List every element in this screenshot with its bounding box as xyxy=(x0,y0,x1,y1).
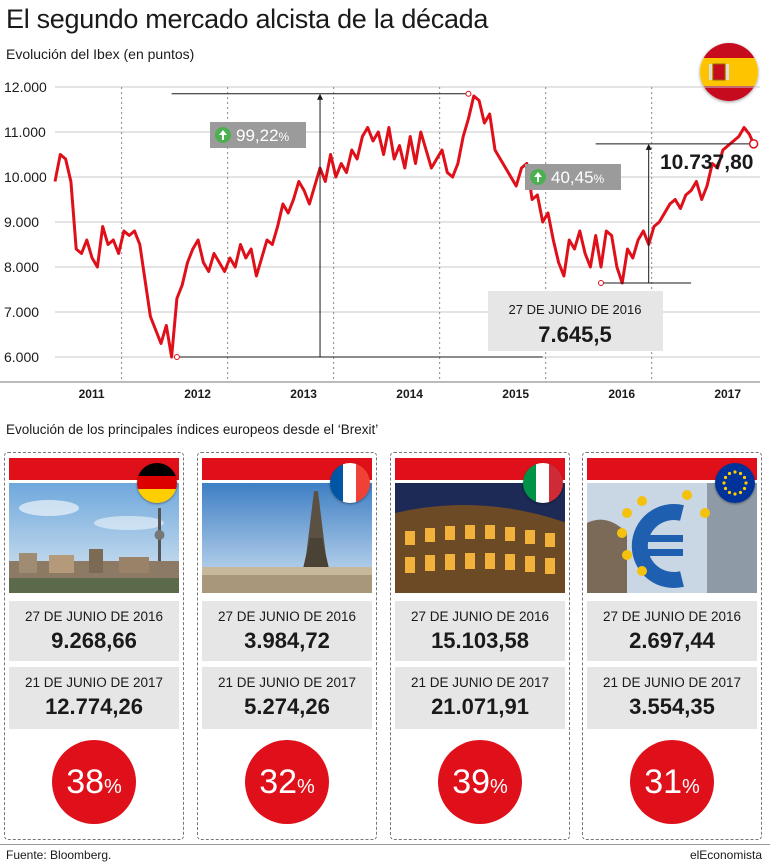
change-percent: 39 xyxy=(452,763,491,801)
start-value-box: 27 DE JUNIO DE 2016 9.268,66 xyxy=(9,601,179,661)
low-point-marker xyxy=(173,354,180,360)
y-tick-label: 9.000 xyxy=(4,214,39,230)
start-value-box: 27 DE JUNIO DE 2016 2.697,44 xyxy=(587,601,757,661)
card-header-bar xyxy=(202,458,372,480)
end-value: 12.774,26 xyxy=(45,694,143,719)
y-tick-label: 8.000 xyxy=(4,259,39,275)
gain-badge-2: 40,45% xyxy=(525,164,621,190)
section-title: Evolución de los principales índices eur… xyxy=(6,422,379,437)
end-value-box: 21 DE JUNIO DE 2017 12.774,26 xyxy=(9,667,179,729)
y-tick-label: 11.000 xyxy=(4,124,46,140)
annotation2-arrow-head xyxy=(645,143,652,150)
june-2016-marker xyxy=(597,279,604,286)
footer-rule xyxy=(0,844,770,845)
germany-flag-icon xyxy=(137,463,177,503)
gain-value-2: 40,45% xyxy=(551,168,605,187)
rome-colosseum-photo xyxy=(395,483,565,593)
end-date-label: 21 DE JUNIO DE 2017 xyxy=(24,675,164,690)
y-tick-label: 6.000 xyxy=(4,349,39,365)
start-value-box: 27 DE JUNIO DE 2016 15.103,58 xyxy=(395,601,565,661)
change-percent: 31 xyxy=(644,763,683,801)
page-title: El segundo mercado alcista de la década xyxy=(6,4,489,34)
low-value: 7.645,5 xyxy=(538,322,611,347)
start-date-label: 27 DE JUNIO DE 2016 xyxy=(24,609,164,624)
end-value: 21.071,91 xyxy=(431,694,529,719)
france-flag-icon xyxy=(330,463,370,503)
up-arrow-glyph xyxy=(534,172,542,182)
x-tick-label: 2011 xyxy=(79,387,105,401)
percent-unit: % xyxy=(297,776,315,798)
start-value: 3.984,72 xyxy=(244,628,330,653)
end-value: 5.274,26 xyxy=(244,694,330,719)
start-value: 2.697,44 xyxy=(629,628,715,653)
end-value-box: 21 DE JUNIO DE 2017 5.274,26 xyxy=(202,667,372,729)
high-point-marker xyxy=(465,90,472,97)
end-date-label: 21 DE JUNIO DE 2017 xyxy=(410,675,550,690)
card-header-bar xyxy=(9,458,179,480)
y-tick-label: 12.000 xyxy=(4,79,47,95)
x-tick-label: 2012 xyxy=(184,387,211,401)
start-value: 15.103,58 xyxy=(431,628,529,653)
source-note: Fuente: Bloomberg. xyxy=(6,848,112,862)
y-tick-label: 10.000 xyxy=(4,169,47,185)
low-date-label: 27 DE JUNIO DE 2016 xyxy=(509,302,642,317)
change-percent-badge: 38% xyxy=(52,740,136,824)
chart-subtitle: Evolución del Ibex (en puntos) xyxy=(6,46,195,62)
last-value-marker xyxy=(748,139,759,149)
end-date-label: 21 DE JUNIO DE 2017 xyxy=(217,675,357,690)
low-value-box: 27 DE JUNIO DE 2016 7.645,5 xyxy=(488,291,663,351)
x-tick-label: 2014 xyxy=(396,387,423,401)
gain-value-1: 99,22% xyxy=(236,126,290,145)
change-percent-badge: 39% xyxy=(438,740,522,824)
end-date-label: 21 DE JUNIO DE 2017 xyxy=(602,675,742,690)
brand-name: elEconomista xyxy=(689,848,762,862)
start-date-label: 27 DE JUNIO DE 2016 xyxy=(602,609,742,624)
index-card-germany: 27 DE JUNIO DE 2016 9.268,66 21 DE JUNIO… xyxy=(4,452,184,840)
italy-flag-icon xyxy=(523,463,563,503)
percent-unit: % xyxy=(104,776,122,798)
gain-badge-1: 99,22% xyxy=(210,122,306,148)
x-tick-label: 2017 xyxy=(714,387,741,401)
annotation-arrow-head xyxy=(317,93,324,100)
ibex-series-line xyxy=(53,94,755,359)
index-card-eurozone: 27 DE JUNIO DE 2016 2.697,44 21 DE JUNIO… xyxy=(582,452,762,840)
x-tick-label: 2015 xyxy=(502,387,529,401)
y-tick-label: 7.000 xyxy=(4,304,39,320)
end-value-box: 21 DE JUNIO DE 2017 3.554,35 xyxy=(587,667,757,729)
end-value: 3.554,35 xyxy=(629,694,715,719)
percent-unit: % xyxy=(490,776,508,798)
start-value-box: 27 DE JUNIO DE 2016 3.984,72 xyxy=(202,601,372,661)
end-value-box: 21 DE JUNIO DE 2017 21.071,91 xyxy=(395,667,565,729)
start-date-label: 27 DE JUNIO DE 2016 xyxy=(410,609,550,624)
low-value-bg xyxy=(488,291,663,351)
change-percent: 38 xyxy=(66,763,105,801)
index-card-france: 27 DE JUNIO DE 2016 3.984,72 21 DE JUNIO… xyxy=(197,452,377,840)
eu-flag-icon xyxy=(715,463,755,503)
up-arrow-glyph xyxy=(219,130,227,140)
card-header-bar xyxy=(587,458,757,480)
ibex-line-chart: 12.000 11.000 10.000 9.000 8.000 7.000 6.000 20… xyxy=(0,79,760,401)
percent-unit: % xyxy=(682,776,700,798)
last-value-label: 10.737,80 xyxy=(660,151,753,174)
change-percent-badge: 31% xyxy=(630,740,714,824)
start-date-label: 27 DE JUNIO DE 2016 xyxy=(217,609,357,624)
change-percent: 32 xyxy=(259,763,298,801)
start-value: 9.268,66 xyxy=(51,628,137,653)
card-header-bar xyxy=(395,458,565,480)
index-card-italy: 27 DE JUNIO DE 2016 15.103,58 21 DE JUNI… xyxy=(390,452,570,840)
change-percent-badge: 32% xyxy=(245,740,329,824)
x-tick-label: 2016 xyxy=(608,387,635,401)
x-tick-label: 2013 xyxy=(290,387,317,401)
